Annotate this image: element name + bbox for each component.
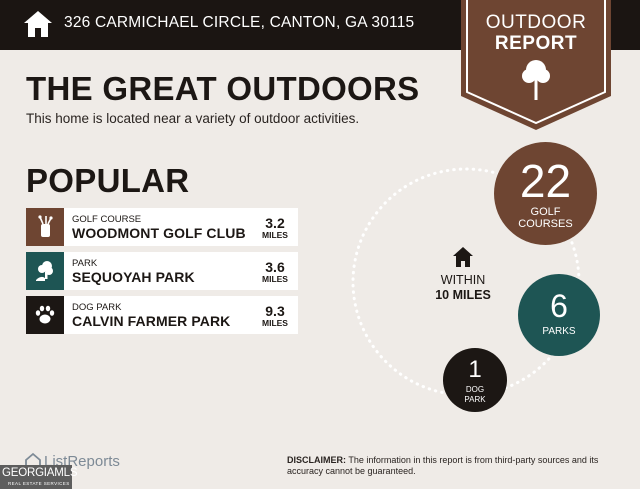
property-address: 326 CARMICHAEL CIRCLE, CANTON, GA 30115 <box>64 14 415 31</box>
list-item-distance: 3.6 <box>265 259 285 275</box>
list-item-distance: 9.3 <box>265 303 285 319</box>
park-tree-icon <box>36 261 53 281</box>
outdoor-report-badge: OUTDOOR REPORT <box>461 0 611 130</box>
list-item-park[interactable]: PARK SEQUOYAH PARK 3.6 MILES <box>26 252 298 290</box>
golf-count: 22 <box>519 155 572 207</box>
dog-park-count-bubble: 1 DOG PARK <box>443 348 507 412</box>
page-title: THE GREAT OUTDOORS <box>26 70 420 107</box>
golf-count-bubble: 22 GOLF COURSES <box>494 142 597 245</box>
badge-title-line2: REPORT <box>494 33 578 54</box>
list-item-name: WOODMONT GOLF CLUB <box>72 225 246 241</box>
list-item-dog-park[interactable]: DOG PARK CALVIN FARMER PARK 9.3 MILES <box>26 296 298 334</box>
dog-park-label-line2: PARK <box>464 395 486 404</box>
dog-park-icon-tile <box>26 296 64 334</box>
house-icon <box>24 11 52 37</box>
park-count-bubble: 6 PARKS <box>518 274 600 356</box>
list-item-category: DOG PARK <box>72 302 122 313</box>
mls-logo-text: GEORGIAMLS <box>2 467 78 479</box>
disclaimer-label: DISCLAIMER: <box>287 455 346 465</box>
list-item-unit: MILES <box>262 274 288 284</box>
paw-icon <box>35 305 55 324</box>
list-item-unit: MILES <box>262 230 288 240</box>
house-icon <box>453 247 473 267</box>
park-count-label: PARKS <box>542 326 576 337</box>
list-item-category: PARK <box>72 258 98 269</box>
list-item-name: CALVIN FARMER PARK <box>72 313 231 329</box>
golf-bag-icon <box>38 215 53 237</box>
radius-label: WITHIN <box>440 273 486 287</box>
georgia-mls-logo: GEORGIAMLS REAL ESTATE SERVICES <box>0 465 78 489</box>
disclaimer-text: The information in this report is from t… <box>287 455 599 476</box>
list-item-distance: 3.2 <box>265 215 285 231</box>
tree-icon <box>522 60 550 100</box>
disclaimer: DISCLAIMER: The information in this repo… <box>287 455 627 477</box>
golf-icon-tile <box>26 208 64 246</box>
list-item-name: SEQUOYAH PARK <box>72 269 195 285</box>
golf-count-label-line2: COURSES <box>518 218 573 230</box>
list-item-unit: MILES <box>262 318 288 328</box>
popular-heading: POPULAR <box>26 162 190 199</box>
mls-logo-subtext: REAL ESTATE SERVICES <box>8 481 70 486</box>
page-subtitle: This home is located near a variety of o… <box>26 111 360 126</box>
park-icon-tile <box>26 252 64 290</box>
dog-park-count: 1 <box>468 356 482 383</box>
golf-count-label-line1: GOLF <box>530 206 561 218</box>
list-item-golf[interactable]: GOLF COURSE WOODMONT GOLF CLUB 3.2 MILES <box>26 208 298 246</box>
dog-park-label-line1: DOG <box>465 385 485 394</box>
radius-value: 10 MILES <box>435 288 491 302</box>
list-item-category: GOLF COURSE <box>72 214 142 225</box>
badge-title-line1: OUTDOOR <box>485 12 587 33</box>
park-count: 6 <box>550 288 568 324</box>
